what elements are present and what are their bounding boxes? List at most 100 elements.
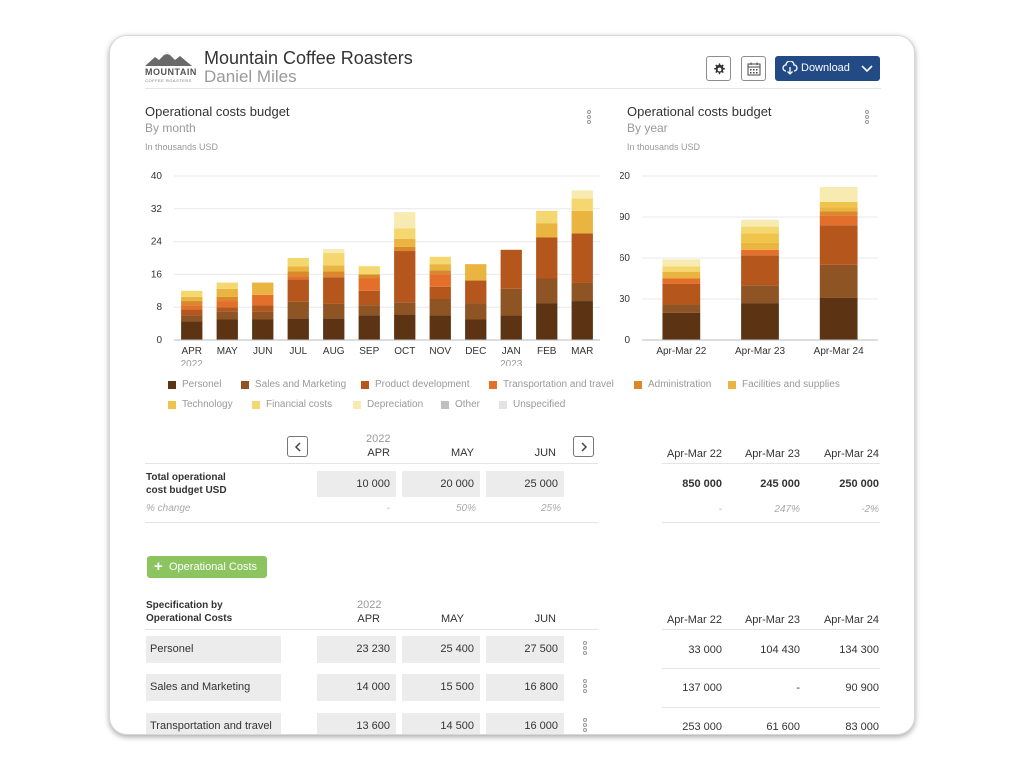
bar-segment[interactable] <box>662 304 701 313</box>
bar-segment[interactable] <box>536 210 558 224</box>
bar-segment[interactable] <box>323 277 345 304</box>
bar-segment[interactable] <box>741 219 779 227</box>
legend-item[interactable]: Unspecified <box>499 399 565 410</box>
bar-segment[interactable] <box>662 278 701 284</box>
bar-segment[interactable] <box>741 285 779 304</box>
bar-segment[interactable] <box>571 210 593 234</box>
bar-segment[interactable] <box>819 297 858 340</box>
bar-segment[interactable] <box>216 282 238 289</box>
bar-segment[interactable] <box>358 278 380 291</box>
bar-segment[interactable] <box>429 256 451 265</box>
spec-value-cell[interactable]: 16 800 <box>486 674 564 701</box>
bar-segment[interactable] <box>323 265 345 272</box>
monthly-chart-menu-icon[interactable] <box>585 109 593 125</box>
bar-segment[interactable] <box>252 319 274 341</box>
bar-segment[interactable] <box>536 223 558 238</box>
bar-segment[interactable] <box>287 279 309 302</box>
bar-segment[interactable] <box>465 264 487 281</box>
bar-segment[interactable] <box>662 312 701 340</box>
legend-item[interactable]: Other <box>441 399 480 410</box>
legend-item[interactable]: Facilities and supplies <box>728 379 840 390</box>
spec-value-cell[interactable]: 23 230 <box>317 636 396 663</box>
bar-segment[interactable] <box>662 271 701 279</box>
bar-segment[interactable] <box>819 201 858 208</box>
add-operational-costs-button[interactable]: + Operational Costs <box>147 556 267 578</box>
bar-segment[interactable] <box>252 305 274 312</box>
bar-segment[interactable] <box>429 270 451 275</box>
bar-segment[interactable] <box>181 315 203 322</box>
bar-segment[interactable] <box>819 207 858 212</box>
bar-segment[interactable] <box>394 302 416 315</box>
bar-segment[interactable] <box>662 266 701 272</box>
legend-item[interactable]: Product development <box>361 379 470 390</box>
bar-segment[interactable] <box>181 305 203 310</box>
bar-segment[interactable] <box>394 251 416 303</box>
bar-segment[interactable] <box>819 186 858 202</box>
bar-segment[interactable] <box>323 248 345 254</box>
spec-row-label[interactable]: Sales and Marketing <box>146 674 281 701</box>
bar-segment[interactable] <box>216 296 238 302</box>
bar-segment[interactable] <box>500 315 522 340</box>
totals-value-cell[interactable]: 20 000 <box>402 471 480 497</box>
bar-segment[interactable] <box>323 318 345 340</box>
bar-segment[interactable] <box>216 319 238 341</box>
bar-segment[interactable] <box>465 280 487 304</box>
bar-segment[interactable] <box>216 307 238 312</box>
bar-segment[interactable] <box>287 258 309 267</box>
bar-segment[interactable] <box>323 276 345 278</box>
bar-segment[interactable] <box>429 299 451 316</box>
bar-segment[interactable] <box>358 266 380 275</box>
bar-segment[interactable] <box>394 212 416 229</box>
bar-segment[interactable] <box>287 301 309 319</box>
bar-segment[interactable] <box>662 283 701 305</box>
bar-segment[interactable] <box>571 233 593 283</box>
totals-value-cell[interactable]: 25 000 <box>486 471 564 497</box>
yearly-chart-menu-icon[interactable] <box>863 109 871 125</box>
bar-segment[interactable] <box>358 315 380 340</box>
bar-segment[interactable] <box>216 311 238 320</box>
bar-segment[interactable] <box>571 190 593 199</box>
bar-segment[interactable] <box>741 233 779 243</box>
spec-row-label[interactable]: Personel <box>146 636 281 663</box>
spec-value-cell[interactable]: 25 400 <box>402 636 480 663</box>
bar-segment[interactable] <box>181 296 203 302</box>
bar-segment[interactable] <box>287 266 309 272</box>
bar-segment[interactable] <box>323 253 345 266</box>
bar-segment[interactable] <box>429 286 451 299</box>
spec-value-cell[interactable]: 27 500 <box>486 636 564 663</box>
row-menu-icon[interactable] <box>582 717 588 733</box>
bar-segment[interactable] <box>358 274 380 279</box>
bar-segment[interactable] <box>429 264 451 271</box>
settings-button[interactable] <box>706 56 731 81</box>
bar-segment[interactable] <box>429 274 451 287</box>
bar-segment[interactable] <box>741 303 779 340</box>
bar-segment[interactable] <box>358 290 380 306</box>
totals-value-cell[interactable]: 10 000 <box>317 471 396 497</box>
spec-value-cell[interactable]: 16 000 <box>486 713 564 734</box>
bar-segment[interactable] <box>287 271 309 277</box>
legend-item[interactable]: Transportation and travel <box>489 379 614 390</box>
bar-segment[interactable] <box>741 242 779 250</box>
calendar-button[interactable] <box>741 56 766 81</box>
row-menu-icon[interactable] <box>582 640 588 656</box>
bar-segment[interactable] <box>819 211 858 216</box>
legend-item[interactable]: Financial costs <box>252 399 332 410</box>
download-button[interactable]: Download <box>775 56 880 81</box>
row-menu-icon[interactable] <box>582 678 588 694</box>
bar-segment[interactable] <box>216 301 238 308</box>
legend-item[interactable]: Depreciation <box>353 399 423 410</box>
bar-segment[interactable] <box>394 238 416 247</box>
bar-segment[interactable] <box>358 305 380 316</box>
bar-segment[interactable] <box>394 228 416 239</box>
bar-segment[interactable] <box>571 282 593 302</box>
bar-segment[interactable] <box>323 271 345 277</box>
bar-segment[interactable] <box>181 321 203 340</box>
bar-segment[interactable] <box>536 278 558 304</box>
legend-item[interactable]: Technology <box>168 399 233 410</box>
bar-segment[interactable] <box>571 198 593 211</box>
bar-segment[interactable] <box>741 249 779 256</box>
bar-segment[interactable] <box>181 309 203 316</box>
next-period-button[interactable] <box>573 436 594 457</box>
bar-segment[interactable] <box>536 303 558 340</box>
bar-segment[interactable] <box>500 249 522 289</box>
